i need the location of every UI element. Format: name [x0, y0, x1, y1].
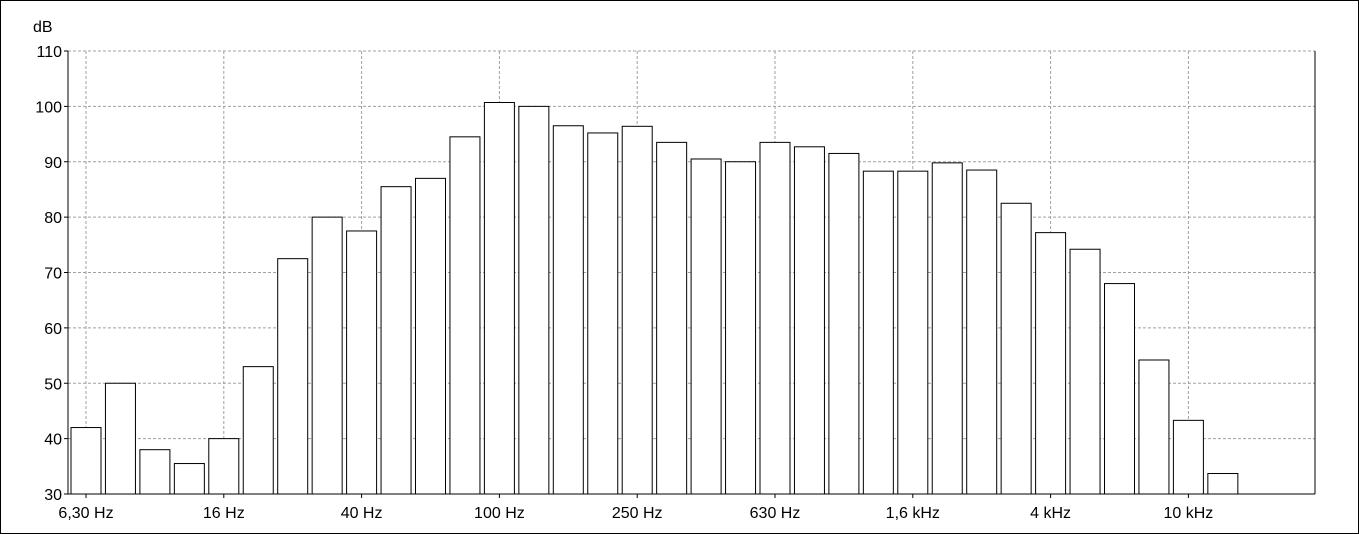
bar [277, 258, 309, 495]
bar [208, 438, 240, 495]
x-tick-label: 1,6 kHz [886, 505, 940, 522]
bar [380, 186, 412, 495]
bar [621, 125, 653, 495]
bar [139, 449, 171, 495]
y-axis-unit-label: dB [33, 19, 53, 36]
bar [897, 170, 929, 495]
y-tick-label: 40 [44, 432, 62, 449]
bar [415, 177, 446, 495]
bar [552, 125, 584, 495]
bar [242, 366, 274, 495]
y-tick-label: 30 [44, 487, 62, 504]
bar [483, 101, 515, 495]
bar-layer [70, 101, 1239, 495]
bar [346, 230, 378, 495]
bar [828, 152, 860, 495]
bar [173, 463, 205, 495]
bar [793, 146, 825, 495]
bar [690, 158, 722, 495]
bar [966, 169, 998, 495]
bar [518, 105, 550, 495]
bar [1104, 283, 1135, 495]
bar [759, 141, 791, 495]
bar [70, 427, 102, 495]
bar [1000, 202, 1032, 495]
bar [862, 170, 894, 495]
x-tick-label: 40 Hz [341, 505, 383, 522]
x-tick-label: 250 Hz [612, 505, 663, 522]
bar [1138, 359, 1170, 495]
y-tick-label: 110 [36, 44, 62, 61]
y-tick-label: 60 [44, 321, 62, 338]
bar [587, 132, 619, 495]
y-tick-label: 70 [44, 266, 62, 283]
bar [725, 161, 757, 495]
x-tick-label: 4 kHz [1030, 505, 1071, 522]
bar [449, 136, 481, 495]
x-tick-label: 630 Hz [750, 505, 801, 522]
y-tick-label: 100 [35, 99, 62, 116]
bar [1207, 473, 1239, 495]
y-tick-label: 80 [44, 210, 62, 227]
axis-layer: 30 40 50 60 70 80 90 100 110 6,30 Hz 16 Hz 40 Hz 100… [35, 44, 1316, 522]
y-tick-label: 50 [44, 376, 62, 393]
bar [1172, 419, 1204, 495]
x-tick-label: 6,30 Hz [58, 505, 113, 522]
x-tick-label: 10 kHz [1164, 505, 1214, 522]
bar [311, 216, 343, 495]
bar [1035, 232, 1067, 495]
x-tick-label: 16 Hz [203, 505, 245, 522]
bar [104, 382, 136, 495]
x-tick-label: 100 Hz [474, 505, 525, 522]
bar [656, 141, 688, 495]
y-tick-label: 90 [44, 155, 62, 172]
bar [1069, 248, 1101, 495]
bar [931, 162, 963, 495]
